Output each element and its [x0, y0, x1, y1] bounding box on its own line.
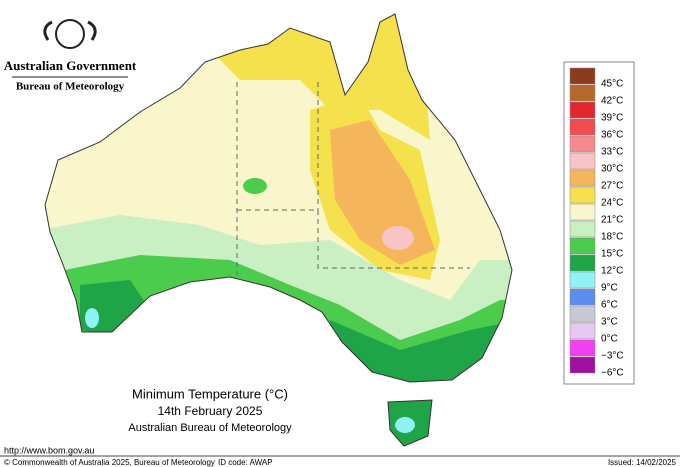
government-name: Australian Government [4, 58, 137, 73]
map-date: 14th February 2025 [158, 404, 263, 418]
legend-label: 27°C [601, 181, 623, 192]
state-borders [236, 82, 470, 275]
legend-label: 9°C [601, 283, 618, 294]
legend-swatch [569, 135, 596, 153]
legend-label: 18°C [601, 232, 623, 243]
map-title: Minimum Temperature (°C) [132, 386, 288, 401]
legend-label: 39°C [601, 113, 623, 124]
legend-swatch [569, 220, 596, 238]
legend-swatch [569, 356, 596, 374]
legend-label: 42°C [601, 96, 623, 107]
legend-swatch [569, 169, 596, 187]
legend-swatch [569, 84, 596, 102]
legend-swatch [569, 186, 596, 204]
legend-label: 21°C [601, 215, 623, 226]
legend-swatch [569, 271, 596, 289]
legend-label: −6°C [601, 368, 624, 379]
legend-swatch [569, 254, 596, 272]
legend-swatch [569, 288, 596, 306]
legend-label: 33°C [601, 147, 623, 158]
bureau-name: Bureau of Meteorology [16, 81, 125, 93]
legend-swatch [569, 101, 596, 119]
legend-label: −3°C [601, 351, 624, 362]
legend-swatch [569, 118, 596, 136]
legend-swatch [569, 152, 596, 170]
map-source: Australian Bureau of Meteorology [128, 422, 292, 434]
legend: 45°C 42°C 39°C 36°C 33°C 30°C 27°C 24°C 21°C 18°C… [563, 61, 635, 385]
footer-url: http://www.bom.gov.au [4, 445, 94, 455]
coastline [44, 13, 513, 447]
legend-label: 15°C [601, 249, 623, 260]
legend-swatch [569, 322, 596, 340]
legend-label: 24°C [601, 198, 623, 209]
legend-swatch [569, 237, 596, 255]
footer-issued: Issued: 14/02/2025 [608, 458, 677, 467]
legend-label: 6°C [601, 300, 618, 311]
legend-label: 12°C [601, 266, 623, 277]
legend-swatch [569, 67, 596, 85]
footer-copyright: © Commonwealth of Australia 2025, Bureau… [4, 458, 215, 467]
legend-label: 36°C [601, 130, 623, 141]
legend-label: 45°C [601, 79, 623, 90]
footer-id-code: ID code: AWAP [218, 458, 273, 467]
logo [43, 19, 97, 49]
legend-label: 0°C [601, 334, 618, 345]
legend-label: 3°C [601, 317, 618, 328]
temperature-map [45, 14, 512, 446]
legend-swatch [569, 339, 596, 357]
legend-label: 30°C [601, 164, 623, 175]
legend-swatch [569, 203, 596, 221]
legend-swatch [569, 305, 596, 323]
